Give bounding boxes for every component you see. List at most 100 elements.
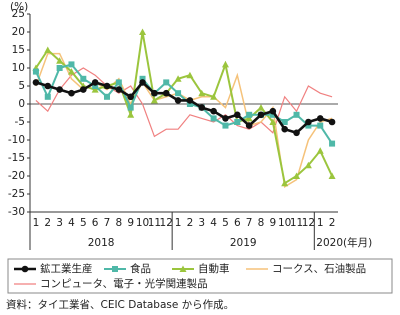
point (257, 104, 265, 111)
legend-label: コンピュータ、電子・光学関連製品 (40, 277, 208, 290)
point (127, 111, 135, 118)
year-label: 2019 (230, 237, 257, 249)
x-tick-label: 8 (258, 217, 265, 229)
x-tick-label: 2 (44, 217, 51, 229)
point (198, 104, 206, 111)
point (174, 75, 182, 82)
point (210, 93, 218, 100)
x-unit: (年月) (343, 236, 372, 249)
point (186, 97, 194, 104)
point (163, 79, 170, 86)
point (91, 79, 99, 86)
x-tick-label: 1 (317, 217, 324, 229)
series (35, 67, 333, 138)
x-tick-label: 5 (222, 217, 229, 229)
x-tick-label: 3 (56, 217, 63, 229)
point (246, 111, 253, 118)
point (329, 140, 336, 147)
point (44, 46, 52, 53)
y-unit: (%) (10, 1, 28, 13)
point (234, 111, 241, 119)
x-tick-label: 4 (210, 217, 217, 229)
point (293, 111, 300, 118)
point (162, 89, 170, 97)
x-tick-label: 8 (116, 217, 123, 229)
point (127, 93, 134, 101)
point (68, 89, 75, 97)
y-tick-label: 0 (18, 98, 25, 110)
point (127, 104, 134, 111)
series (32, 79, 336, 137)
line (35, 67, 333, 138)
point (92, 83, 99, 89)
y-tick-label: -5 (15, 116, 25, 128)
point (56, 57, 64, 64)
point (328, 172, 336, 179)
legend-marker (112, 266, 118, 272)
legend-marker (179, 265, 187, 272)
point (234, 119, 241, 125)
x-tick-label: 2 (187, 217, 194, 229)
point (103, 82, 111, 90)
x-tick-label: 7 (104, 217, 111, 229)
y-tick-label: -10 (8, 134, 25, 146)
point (222, 115, 229, 122)
point (210, 107, 217, 115)
y-tick-label: -25 (8, 188, 25, 200)
x-tick-label: 11 (148, 217, 161, 229)
x-tick-label: 9 (270, 217, 277, 229)
point (32, 79, 40, 86)
year-label: 2018 (88, 237, 115, 249)
point (210, 115, 217, 122)
x-tick-label: 10 (136, 217, 149, 229)
point (222, 122, 229, 129)
point (56, 86, 63, 93)
point (104, 93, 110, 100)
y-tick-label: -20 (8, 170, 25, 182)
y-tick-label: -30 (8, 206, 25, 218)
point (281, 125, 288, 133)
point (245, 122, 253, 129)
x-tick-label: 6 (234, 217, 241, 229)
point (80, 86, 87, 93)
x-tick-label: 6 (92, 217, 99, 229)
point (44, 93, 51, 100)
year-label: 2020 (316, 237, 343, 249)
x-tick-label: 2 (329, 217, 336, 229)
legend-marker (21, 265, 29, 273)
y-tick-label: 10 (12, 62, 25, 74)
point (317, 122, 324, 129)
x-tick-label: 12 (302, 217, 315, 229)
point (174, 97, 182, 104)
point (305, 118, 312, 126)
point (80, 75, 87, 82)
point (328, 118, 336, 126)
point (150, 96, 158, 104)
x-tick-label: 1 (175, 217, 182, 229)
series (32, 28, 336, 187)
point (304, 161, 312, 169)
point (198, 89, 206, 97)
y-tick-label: 25 (12, 8, 25, 20)
y-tick-label: 5 (18, 80, 25, 92)
legend-box (7, 258, 393, 294)
point (257, 111, 265, 119)
x-tick-label: 7 (246, 217, 253, 229)
legend-label: 自動車 (198, 262, 230, 275)
point (139, 28, 147, 35)
point (269, 111, 276, 118)
point (316, 147, 324, 154)
point (186, 101, 193, 107)
x-tick-label: 4 (68, 217, 75, 229)
point (186, 71, 194, 79)
x-tick-label: 11 (290, 217, 303, 229)
point (316, 115, 324, 122)
x-tick-label: 3 (198, 217, 205, 229)
y-tick-label: -15 (8, 152, 25, 164)
point (281, 119, 288, 125)
x-tick-label: 9 (127, 217, 134, 229)
point (68, 61, 75, 68)
point (281, 179, 289, 187)
y-tick-label: 15 (12, 44, 25, 56)
